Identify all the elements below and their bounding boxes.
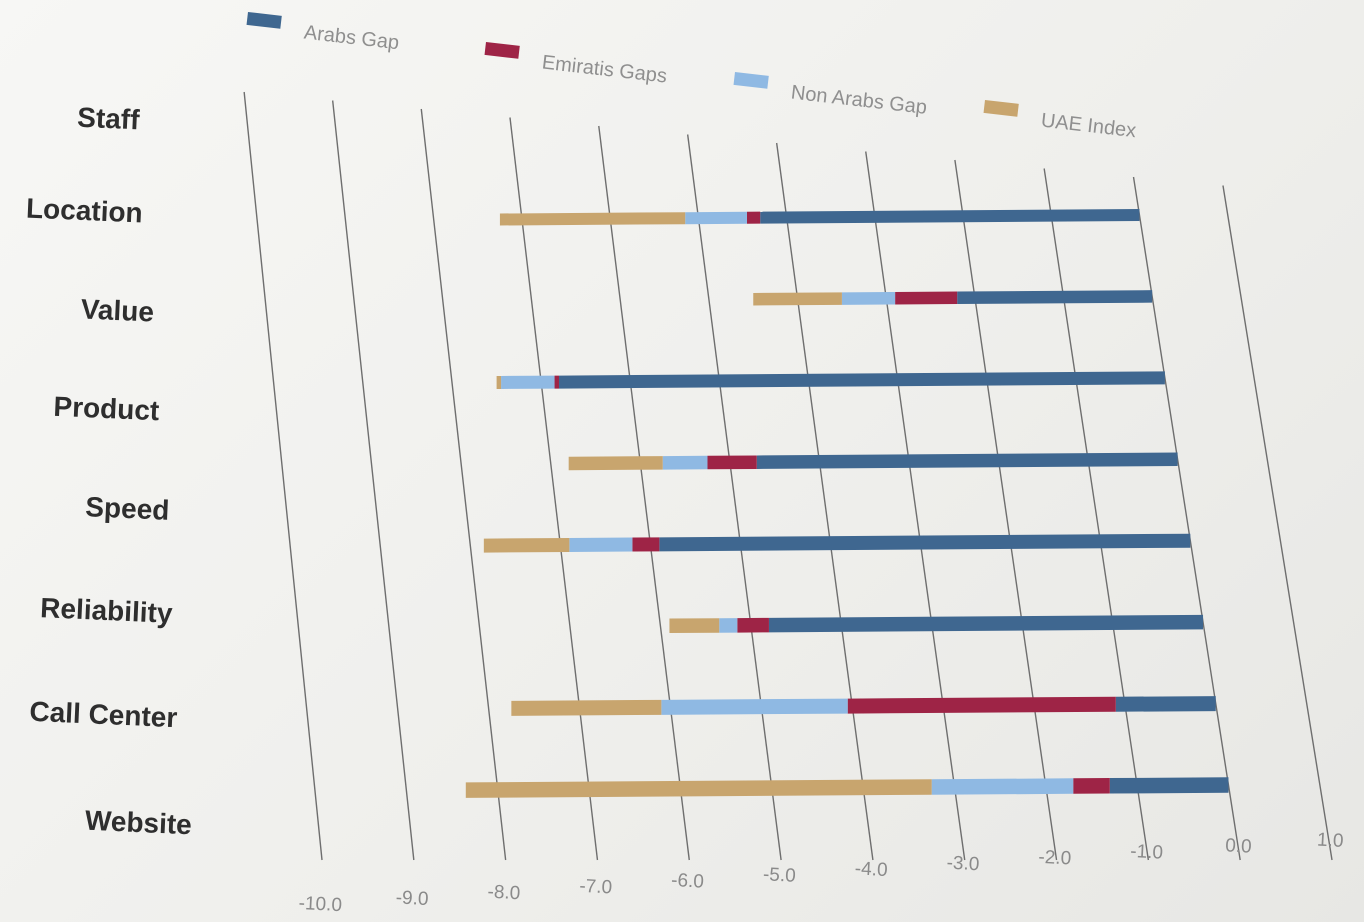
- gridline: [331, 100, 415, 861]
- bar-segment: [847, 696, 1116, 714]
- gridline: [509, 117, 599, 861]
- bar-segment: [707, 455, 757, 470]
- legend-label: Emiratis Gaps: [541, 52, 668, 88]
- bar-segment: [760, 209, 1140, 224]
- bar-segment: [895, 291, 958, 305]
- legend-swatch: [246, 12, 282, 29]
- category-label: Call Center: [29, 696, 178, 733]
- gridline: [954, 159, 1058, 861]
- bar-segment: [661, 698, 848, 715]
- x-tick-label: -3.0: [946, 853, 980, 876]
- category-label: Reliability: [40, 592, 174, 629]
- x-tick-label: 0.0: [1225, 835, 1252, 857]
- legend-item: Arabs Gap: [246, 12, 400, 55]
- bar-segment: [1109, 777, 1229, 794]
- gridline: [243, 91, 323, 861]
- category-label: Product: [53, 391, 160, 427]
- x-tick-label: -10.0: [298, 893, 342, 916]
- gridline: [1222, 185, 1333, 861]
- x-tick-label: -2.0: [1038, 847, 1072, 870]
- legend-item: Emiratis Gaps: [484, 41, 668, 88]
- x-tick-label: -8.0: [487, 882, 521, 905]
- bar-segment: [1073, 778, 1110, 794]
- category-label: Location: [25, 192, 143, 228]
- gridline: [865, 151, 966, 861]
- legend-swatch: [733, 71, 769, 89]
- bar-segment: [685, 211, 747, 225]
- x-tick-label: -1.0: [1130, 841, 1164, 864]
- category-label: Speed: [85, 491, 170, 526]
- legend-item: UAE Index: [983, 99, 1137, 143]
- bar-segment: [931, 778, 1074, 795]
- gridline: [420, 108, 507, 861]
- x-tick-label: -9.0: [395, 887, 429, 910]
- gridline: [1132, 176, 1241, 861]
- bar-segment: [659, 533, 1191, 552]
- legend-label: Arabs Gap: [303, 22, 400, 55]
- gridline: [1043, 168, 1150, 861]
- legend-item: Non Arabs Gap: [733, 71, 928, 119]
- bar-segment: [662, 455, 708, 470]
- x-tick-label: -7.0: [579, 876, 613, 899]
- category-label: Value: [80, 293, 154, 327]
- legend-swatch: [484, 41, 520, 59]
- bar-segment: [499, 212, 686, 226]
- bar-segment: [737, 617, 769, 633]
- bar-segment: [501, 375, 555, 389]
- bar-segment: [569, 537, 633, 552]
- x-tick-label: -5.0: [762, 864, 796, 887]
- bar-segment: [496, 375, 502, 390]
- bar-segment: [1115, 696, 1216, 712]
- gridline: [775, 142, 874, 861]
- x-tick-label: -4.0: [854, 858, 888, 881]
- bar-segment: [483, 537, 570, 553]
- x-tick-label: -6.0: [671, 870, 705, 893]
- x-tick-label: 1.0: [1317, 830, 1344, 852]
- bar-segment: [957, 290, 1153, 305]
- gridline: [598, 125, 690, 861]
- bar-segment: [753, 292, 842, 306]
- bar-segment: [568, 456, 663, 471]
- category-label: Staff: [77, 102, 141, 136]
- bar-segment: [719, 618, 738, 633]
- legend-label: Non Arabs Gap: [790, 82, 928, 119]
- bar-segment: [841, 291, 896, 305]
- legend-label: UAE Index: [1040, 110, 1137, 143]
- bar-segment: [756, 452, 1178, 469]
- gridline: [686, 134, 782, 861]
- bar-segment: [465, 779, 932, 798]
- bar-segment: [554, 375, 559, 389]
- bar-segment: [511, 699, 662, 716]
- bar-segment: [558, 371, 1165, 389]
- bar-segment: [632, 537, 660, 552]
- legend-swatch: [983, 99, 1019, 117]
- bar-segment: [669, 618, 720, 634]
- bar-segment: [746, 211, 761, 224]
- bar-segment: [768, 614, 1204, 633]
- category-label: Website: [84, 805, 192, 841]
